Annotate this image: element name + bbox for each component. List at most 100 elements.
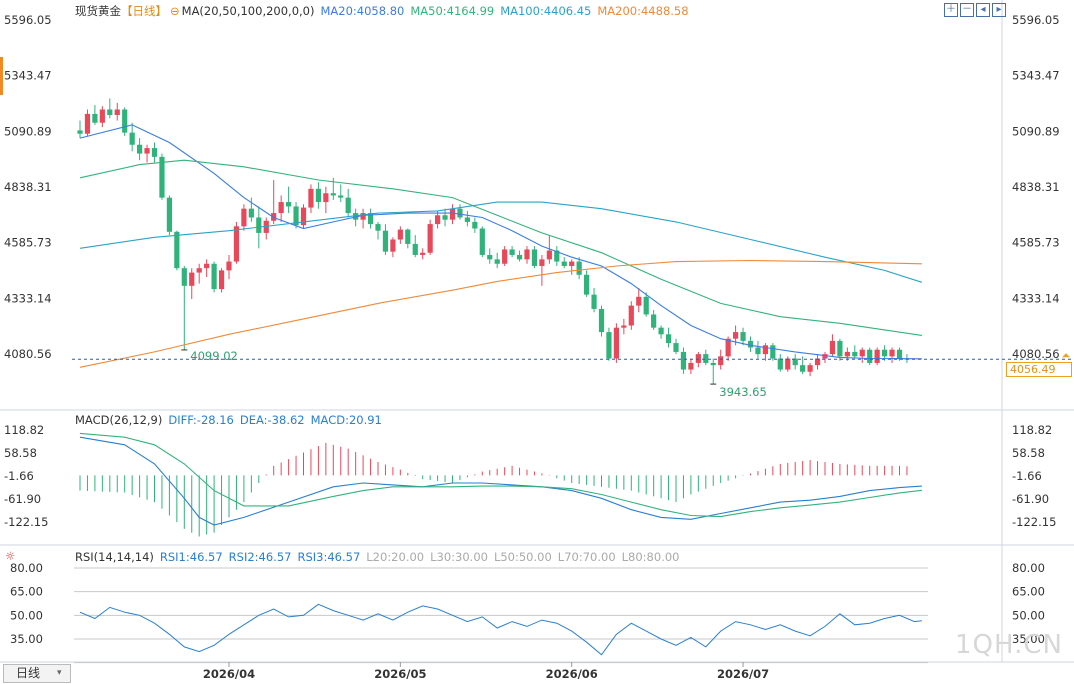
candle-body [680,351,687,370]
scroll-left-icon[interactable]: ◂ [976,3,990,17]
candle-body [308,188,314,208]
candle-body [84,113,91,134]
ma20-value: MA20:4058.80 [320,4,405,18]
macd-tick-left: 58.58 [4,446,37,460]
candle-body [405,229,411,244]
price-tick-right: 5596.05 [1012,13,1060,27]
candle-body [375,224,381,231]
candle-body [725,338,731,357]
candle-body [576,261,582,275]
price-tick-left: 4585.73 [4,236,52,250]
candle-body [412,243,418,255]
candle-body [315,188,321,203]
price-tick-right: 5090.89 [1012,124,1060,138]
ma200-line [79,259,922,368]
candle-body [785,358,791,370]
candle-body [241,208,247,227]
macd-tick-right: -1.66 [1012,469,1042,483]
candle-body [151,148,158,157]
candle-body [688,362,694,370]
rsi1-value: RSI1:46.57 [159,550,223,564]
chevron-down-icon[interactable]: ▾ [57,664,71,683]
candle-body [196,268,202,273]
candle-body [77,130,83,134]
candle-body [859,349,865,357]
macd-tick-right: 58.58 [1012,446,1045,460]
candle-body [338,195,344,198]
price-tick-left: 5596.05 [4,13,52,27]
macd-macd-value: MACD:20.91 [310,413,382,427]
ma-settings: MA(20,50,100,200,0,0) [181,4,315,18]
rsi-tick-left: 65.00 [10,585,43,599]
price-tick-right: 4838.31 [1012,180,1060,194]
candle-body [636,296,642,306]
candle-body [435,215,441,225]
candle-body [382,230,389,252]
candle-body [628,305,634,326]
low-label-4099: 4099.02 [190,349,238,363]
price-tick-right: 4333.14 [1012,291,1060,305]
candle-body [874,349,880,363]
macd-tick-left: -1.66 [4,469,34,483]
candle-body [494,259,500,264]
candle-body [487,254,493,260]
ma100-line [79,201,923,283]
zoom-in-icon[interactable]: ＋ [944,3,958,17]
main-legend: 现货黄金【日线】 ⊖ MA(20,50,100,200,0,0) MA20:4058.… [75,4,695,18]
candle-body [755,347,761,355]
rsi-level-70: L70:70.00 [557,550,616,564]
rsi-settings-icon[interactable]: ☼ [5,549,16,563]
candle-body [397,229,403,240]
rsi-tick-right: 80.00 [1012,561,1045,575]
candle-body [464,217,470,222]
price-tick-left: 5090.89 [4,124,52,138]
candle-body [665,334,672,344]
candle-body [837,340,843,357]
candle-body [390,239,396,252]
scroll-right-icon[interactable]: ▸ [992,3,1006,17]
candle-body [286,202,292,207]
candle-body [800,365,806,372]
candle-body [829,340,836,355]
candle-body [226,261,232,271]
candle-body [531,249,538,266]
low-label-3943: 3943.65 [719,385,767,399]
candle-body [189,272,195,286]
candle-body [166,197,172,232]
price-tick-left: 4333.14 [4,291,52,305]
price-tick-right: 4585.73 [1012,236,1060,250]
macd-tick-left: 118.82 [4,423,44,437]
rsi-level-20: L20:20.00 [366,550,425,564]
candle-body [882,349,888,357]
candle-body [554,250,560,262]
rsi-settings: RSI(14,14,14) [75,550,154,564]
candle-body [137,144,143,154]
candle-body [733,332,739,339]
macd-tick-right: -122.15 [1012,515,1056,529]
candle-body [122,109,128,133]
candle-body [218,270,225,290]
candle-body [159,156,165,198]
candle-body [449,208,456,220]
candle-body [584,274,590,295]
price-tick-right: 5343.47 [1012,69,1060,83]
date-label: 2026/04 [203,667,255,681]
price-tick-left: 5343.47 [4,69,52,83]
candle-body [777,358,783,370]
candle-body [129,132,135,145]
candle-body [792,358,798,366]
candle-body [99,109,105,123]
candle-body [353,213,359,220]
watermark: 1QH.CN [955,630,1063,660]
instrument-name: 现货黄金 [75,4,121,18]
candle-body [770,345,776,359]
candle-body [233,226,240,262]
zoom-out-icon[interactable]: － [960,3,974,17]
ma50-line [79,159,922,336]
candle-body [114,109,120,115]
settings-icon[interactable]: ⊖ [170,4,180,18]
rsi-tick-left: 50.00 [10,608,43,622]
candle-body [651,314,657,328]
candle-body [248,208,254,218]
candle-body [718,356,724,366]
